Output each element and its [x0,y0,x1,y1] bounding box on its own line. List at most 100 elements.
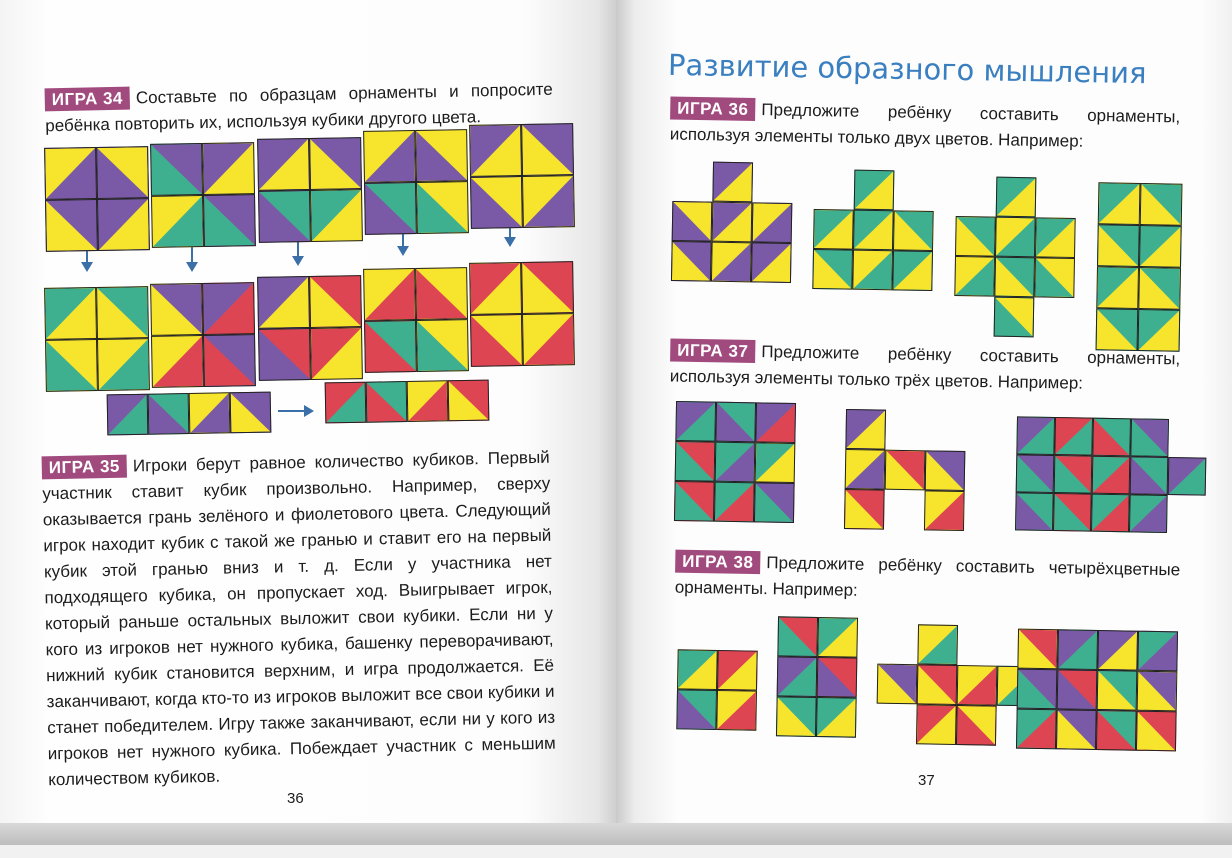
triangle [925,491,964,530]
cube-face [1138,267,1181,310]
cube-face [993,296,1035,338]
cube-face [1057,629,1099,671]
triangle [1099,183,1140,224]
arrow-down-icon [292,234,304,266]
cube-face [815,696,857,738]
triangle [1055,456,1092,493]
cube-face [1091,455,1131,495]
game38-ornament-3 [876,624,1038,747]
cube-face [202,282,255,335]
game37-ornament-2 [843,408,966,532]
cube-face [416,319,469,372]
triangle [817,698,856,737]
game34-strip-result [324,379,490,424]
cube-face [364,320,417,373]
triangle [416,268,467,319]
triangle [108,395,148,435]
triangle [1092,495,1129,532]
cube-face [521,261,574,314]
triangle [417,182,468,233]
cube-face [1015,454,1055,494]
game37-label: ИГРА 37 [670,338,756,364]
empty-cell [852,290,893,331]
triangle [957,706,996,745]
cube-face [892,210,934,252]
triangle [98,339,149,390]
cube-face [45,199,98,252]
cube-face [853,209,894,251]
triangle [1054,494,1091,531]
cube-face [717,650,758,691]
cube-face [229,391,272,434]
triangle [231,393,271,433]
game38-label: ИГРА 38 [675,549,761,575]
cube-face [710,241,752,283]
triangle [1057,710,1096,749]
game34-sample-1 [44,146,150,252]
game38-ornament-2 [775,616,859,738]
triangle [777,697,816,736]
triangle [958,666,997,705]
triangle [523,176,574,227]
cube-face [1016,416,1056,456]
game37-ornament-1 [673,400,797,524]
triangle [813,250,852,289]
empty-cell [1167,495,1206,534]
cube-face [853,169,895,211]
triangle [97,147,148,198]
triangle [1016,493,1053,530]
cube-face [97,198,150,251]
cube-face [150,143,203,196]
triangle [1035,258,1074,297]
cube-face [1092,417,1131,457]
cube-face [956,665,998,706]
triangle [715,483,754,522]
cube-face [924,450,966,492]
triangle [1098,631,1137,670]
cube-face [713,481,755,523]
triangle [98,199,149,250]
game34-strip-sample [106,391,272,436]
arrow-right-icon [278,405,314,417]
cube-face [406,380,449,422]
triangle [190,393,230,433]
cube-face [777,616,819,658]
arrow-down-icon [186,240,198,272]
triangle [778,657,817,696]
triangle [886,451,925,490]
cube-face [994,256,1035,298]
cube-face [714,441,756,483]
cube-face [469,262,522,315]
triangle [1140,226,1181,267]
triangle [258,277,309,328]
cube-face [754,442,796,484]
triangle [814,210,853,249]
triangle [1018,630,1057,669]
cube-face [674,440,716,482]
empty-cell [884,490,925,531]
triangle [1130,495,1167,532]
triangle [1131,419,1168,456]
cube-face [917,624,959,666]
cube-face [1055,709,1097,750]
triangle [996,218,1035,257]
cube-face [106,393,149,436]
triangle [326,383,366,423]
triangle [97,287,148,338]
cube-face [97,338,150,391]
cube-face [995,176,1037,218]
cube-face [310,327,363,380]
triangle [470,125,521,176]
triangle [259,329,310,380]
cube-face [817,617,859,658]
cube-face [1167,456,1207,496]
triangle [1141,184,1182,225]
cube-face [522,175,575,228]
cube-face [1137,630,1179,672]
triangle [818,658,857,697]
triangle [1093,419,1130,456]
cube-face [470,314,523,367]
cube-face [45,339,98,392]
cube-face [202,142,255,195]
triangle [926,451,965,490]
